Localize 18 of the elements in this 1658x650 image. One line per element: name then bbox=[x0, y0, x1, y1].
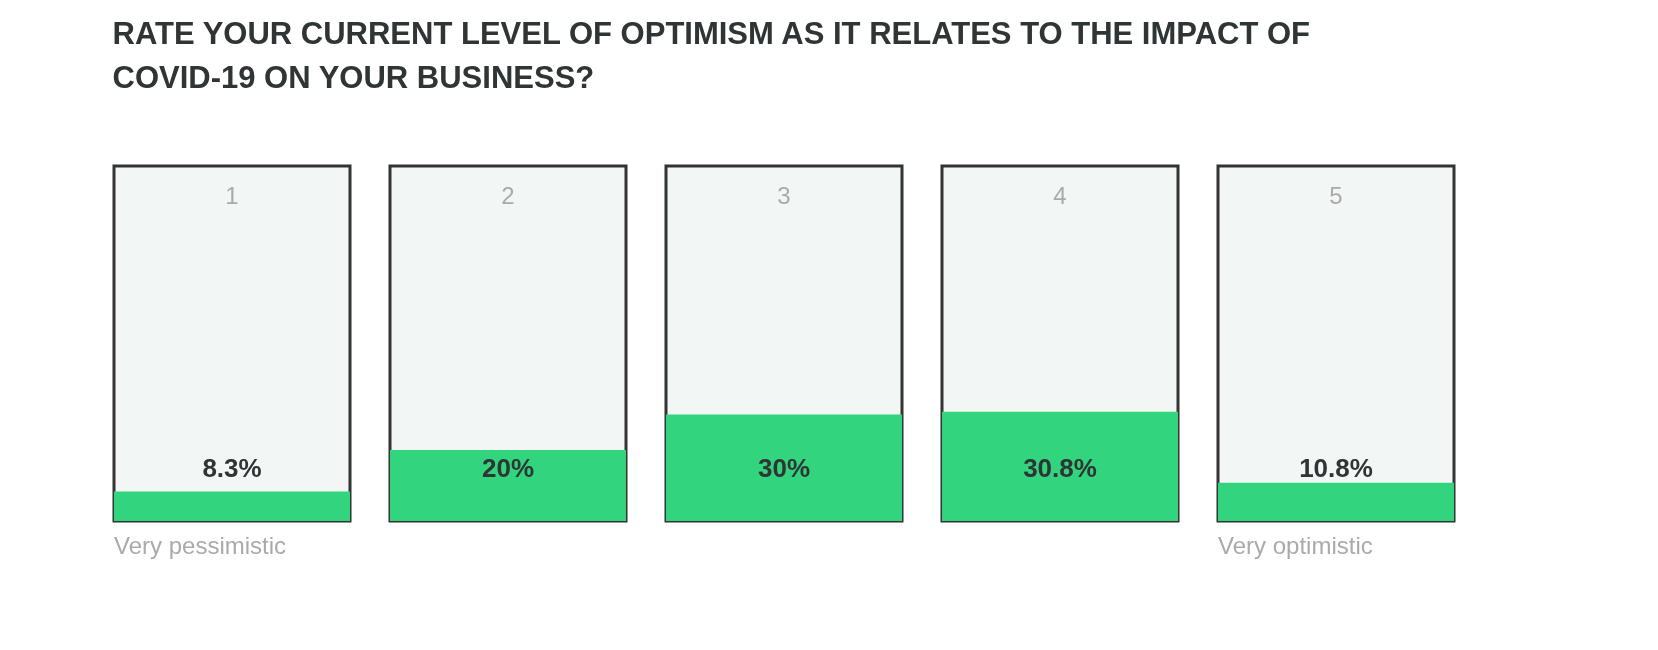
data-label: 10.8% bbox=[1299, 453, 1373, 483]
x-tick-label: 3 bbox=[777, 181, 791, 209]
chart-title: RATE YOUR CURRENT LEVEL OF OPTIMISM AS IT RELATES TO THE IMPACT OF COVID-19 ON YOUR BUSINESS? bbox=[112, 15, 1311, 95]
x-tick-label: 1 bbox=[225, 181, 239, 209]
x-tick-label: 5 bbox=[1329, 181, 1343, 209]
text: Very pessimistic bbox=[114, 532, 287, 559]
bar bbox=[114, 491, 350, 521]
bar bbox=[666, 414, 902, 521]
data-label: 8.3% bbox=[202, 453, 262, 483]
text: Very optimistic bbox=[1218, 532, 1373, 559]
bar bbox=[1218, 482, 1454, 521]
x-tick-label: 4 bbox=[1053, 181, 1067, 209]
bar bbox=[942, 411, 1178, 521]
x-tick-label: 2 bbox=[501, 181, 515, 209]
data-label: 30.8% bbox=[1023, 453, 1097, 483]
bar bbox=[390, 450, 626, 521]
data-label: 20% bbox=[481, 453, 535, 483]
data-label: 30% bbox=[757, 453, 811, 483]
